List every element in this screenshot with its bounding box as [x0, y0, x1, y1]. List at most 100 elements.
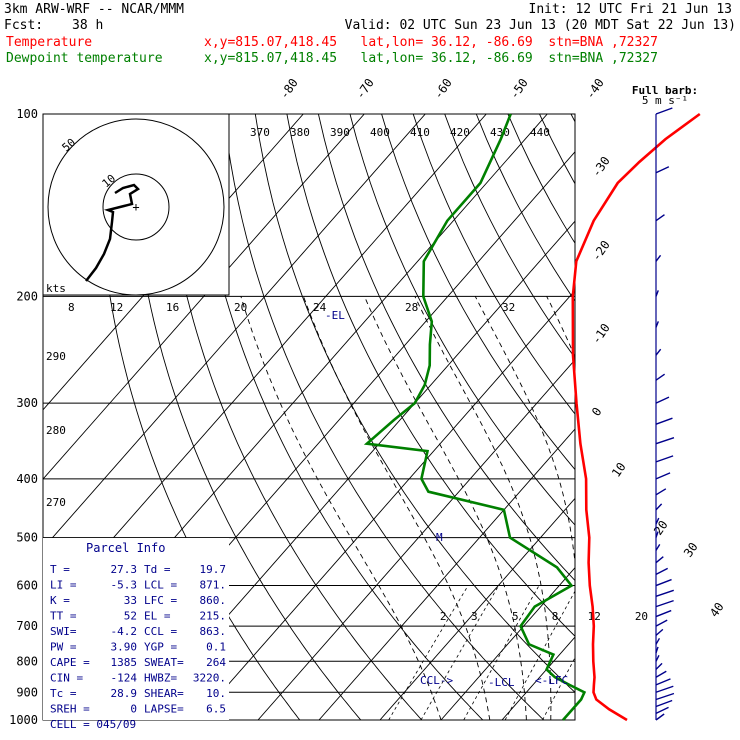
dry-adiabat: [666, 114, 740, 720]
parcel-row-value: 52: [124, 610, 137, 623]
dewpoint-location: x,y=815.07,418.45 lat,lon= 36.12, -86.69…: [204, 51, 658, 66]
parcel-row-value: 6.5: [206, 703, 226, 716]
pressure-label-700: 700: [16, 619, 38, 633]
moist-adiabat: [303, 296, 491, 720]
dry-adiabat: [729, 114, 740, 720]
parcel-row-value: -4.2: [111, 625, 138, 638]
isotherm: [43, 114, 365, 480]
isotherm-label: 10: [609, 460, 629, 480]
dry-adiabat: [412, 114, 575, 415]
fcst-value: 38 h: [72, 18, 104, 33]
parcel-row-label: SWI=: [50, 625, 77, 638]
parcel-row-value: 871.: [200, 579, 227, 592]
parcel-row-value: 10.: [206, 687, 226, 700]
wind-barb: [655, 578, 672, 587]
dry-adiabats: [96, 114, 740, 720]
wind-barb: [655, 214, 665, 222]
dry-adiabat: [475, 114, 575, 302]
wind-barb: [655, 107, 673, 115]
theta-e-label: 420: [450, 126, 470, 139]
pressure-label-800: 800: [16, 654, 38, 668]
dry-adiabat: [381, 114, 575, 471]
hodograph: 50 10 + kts: [42, 113, 230, 296]
barb-legend-line2: 5 m s⁻¹: [642, 94, 688, 107]
moist-adiabat: [414, 296, 552, 720]
wind-barb: [655, 488, 667, 496]
moist-adiabat: [624, 296, 653, 720]
upper-mixing-label: 16: [166, 301, 179, 314]
dry-adiabat: [634, 114, 740, 720]
isotherm: [562, 705, 575, 720]
wind-barb: [655, 599, 674, 608]
wind-barb: [655, 348, 662, 356]
parcel-row-label: LCL =: [144, 579, 177, 592]
wind-barb: [655, 589, 674, 597]
temperature-label: Temperature: [6, 35, 93, 50]
lcl-marker: -LCL: [488, 676, 515, 689]
wind-barb: [655, 692, 675, 701]
wind-barb: [655, 619, 668, 627]
wind-barb: [655, 713, 665, 721]
pressure-axis-labels: 100 200 300 400 500 600 700 800 900 1000: [9, 107, 38, 727]
pressure-label-600: 600: [16, 579, 38, 593]
wind-barb: [655, 396, 670, 404]
hodograph-ring-outer: [47, 118, 225, 296]
isotherm-label: -20: [589, 238, 613, 264]
parcel-row-label: T =: [50, 563, 70, 576]
wind-barb: [655, 544, 661, 551]
isotherm-label: 30: [681, 540, 701, 560]
moist-adiabat: [240, 296, 442, 720]
model-title: 3km ARW-WRF -- NCAR/MMM: [4, 2, 185, 17]
upper-mixing-label: 12: [110, 301, 123, 314]
parcel-row-label: LFC =: [144, 594, 177, 607]
theta-label: 270: [46, 496, 66, 509]
isotherm-label: 20: [651, 518, 671, 538]
theta-labels: 270 280 290: [46, 350, 66, 509]
isotherm-label: -50: [507, 76, 531, 102]
fcst-label: Fcst:: [4, 18, 44, 33]
wind-barb: [655, 556, 664, 564]
dewpoint-label: Dewpoint temperature: [6, 51, 163, 66]
wind-barb: [655, 166, 670, 174]
dry-adiabat: [444, 114, 575, 359]
dry-adiabat: [254, 114, 575, 694]
parcel-row-label: SWEAT=: [144, 656, 184, 669]
mixing-ratio-line: [388, 585, 469, 720]
isotherm: [624, 114, 740, 720]
isotherm-label: -30: [589, 154, 613, 180]
theta-label: 280: [46, 424, 66, 437]
dry-adiabat: [697, 114, 740, 720]
dry-adiabat: [507, 114, 575, 244]
parcel-info-panel: Parcel Info T = 27.3 Td = 19.7 LI = -5.3 LCL =…: [43, 538, 229, 731]
dry-adiabat: [286, 114, 575, 637]
isotherm: [501, 636, 575, 720]
dewpoint-profile: [363, 113, 587, 721]
parcel-cell: CELL = 045/09: [50, 718, 136, 731]
parcel-info-title: Parcel Info: [86, 541, 165, 555]
wind-barb: [655, 472, 671, 480]
parcel-row-label: PW =: [50, 641, 77, 654]
mixing-ratio-line: [504, 590, 575, 720]
mixing-ratio-line: [592, 586, 660, 720]
isotherm-label: -80: [277, 76, 301, 102]
isotherm-label: -10: [589, 321, 613, 347]
upper-mixing-label: 8: [68, 301, 75, 314]
temperature-profile: [571, 112, 701, 722]
pressure-label-100: 100: [16, 107, 38, 121]
parcel-row-label: EL =: [144, 610, 171, 623]
isotherm-label: 40: [707, 600, 727, 620]
parcel-row-value: 0: [130, 703, 137, 716]
init-time: Init: 12 UTC Fri 21 Jun 13: [528, 2, 733, 17]
isotherm-labels: -80 -70 -60 -50 -40 -30 -20 -10 0 10 20 30 40: [277, 76, 727, 620]
wind-barb: [655, 628, 664, 636]
dry-adiabat: [191, 114, 484, 720]
theta-label: 290: [46, 350, 66, 363]
wind-barb: [655, 455, 674, 463]
moist-adiabat: [474, 296, 575, 720]
isotherm: [440, 567, 575, 720]
pressure-label-900: 900: [16, 685, 38, 699]
upper-mixing-label: 24: [313, 301, 327, 314]
plot-frame: [42, 113, 576, 721]
parcel-row-label: CCL =: [144, 625, 177, 638]
